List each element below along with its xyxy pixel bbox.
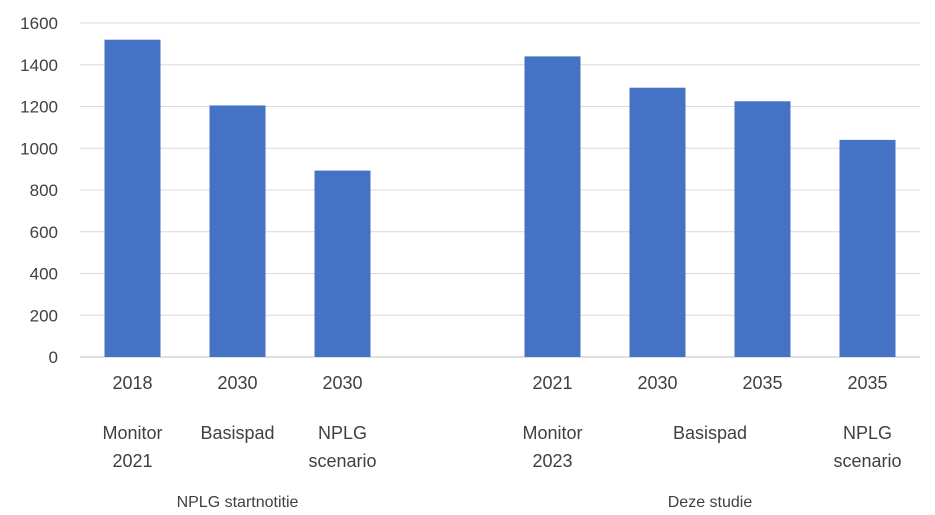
bars [104,39,896,358]
x-category-label: Monitor [102,423,162,443]
y-tick-label: 1000 [20,139,58,158]
bar [104,39,161,357]
x-tick-year: 2030 [217,373,257,393]
x-category-label: Basispad [200,423,274,443]
y-tick-label: 800 [30,181,58,200]
x-category-label: NPLG [843,423,892,443]
x-group-label: NPLG startnotitie [177,494,299,511]
y-axis-ticks: 0 200 400 600 800 1000 1200 1400 1600 [20,14,58,367]
bar [734,101,791,357]
x-tick-year: 2030 [322,373,362,393]
x-tick-year: 2018 [112,373,152,393]
y-tick-label: 600 [30,223,58,242]
y-tick-label: 0 [49,348,58,367]
x-tick-year: 2030 [637,373,677,393]
bar [629,87,686,358]
x-category-label: 2021 [112,451,152,471]
gridlines [80,22,920,358]
x-tick-year: 2021 [532,373,572,393]
x-group-label: Deze studie [668,494,753,511]
bar [524,56,581,358]
y-tick-label: 1400 [20,56,58,75]
x-tick-year: 2035 [742,373,782,393]
x-category-label: NPLG [318,423,367,443]
x-category-label: scenario [833,451,901,471]
x-tick-year: 2035 [847,373,887,393]
x-category-label: 2023 [532,451,572,471]
y-tick-label: 400 [30,265,58,284]
bar [839,139,896,357]
bar [314,170,371,357]
y-tick-label: 1600 [20,14,58,33]
x-category-label: Basispad [673,423,747,443]
x-category-label: Monitor [522,423,582,443]
y-tick-label: 1200 [20,98,58,117]
x-axis-labels: 2018 Monitor 2021 2030 Basispad 2030 NPLG scena… [102,373,901,511]
bar [209,105,266,357]
y-tick-label: 200 [30,306,58,325]
x-category-label: scenario [308,451,376,471]
